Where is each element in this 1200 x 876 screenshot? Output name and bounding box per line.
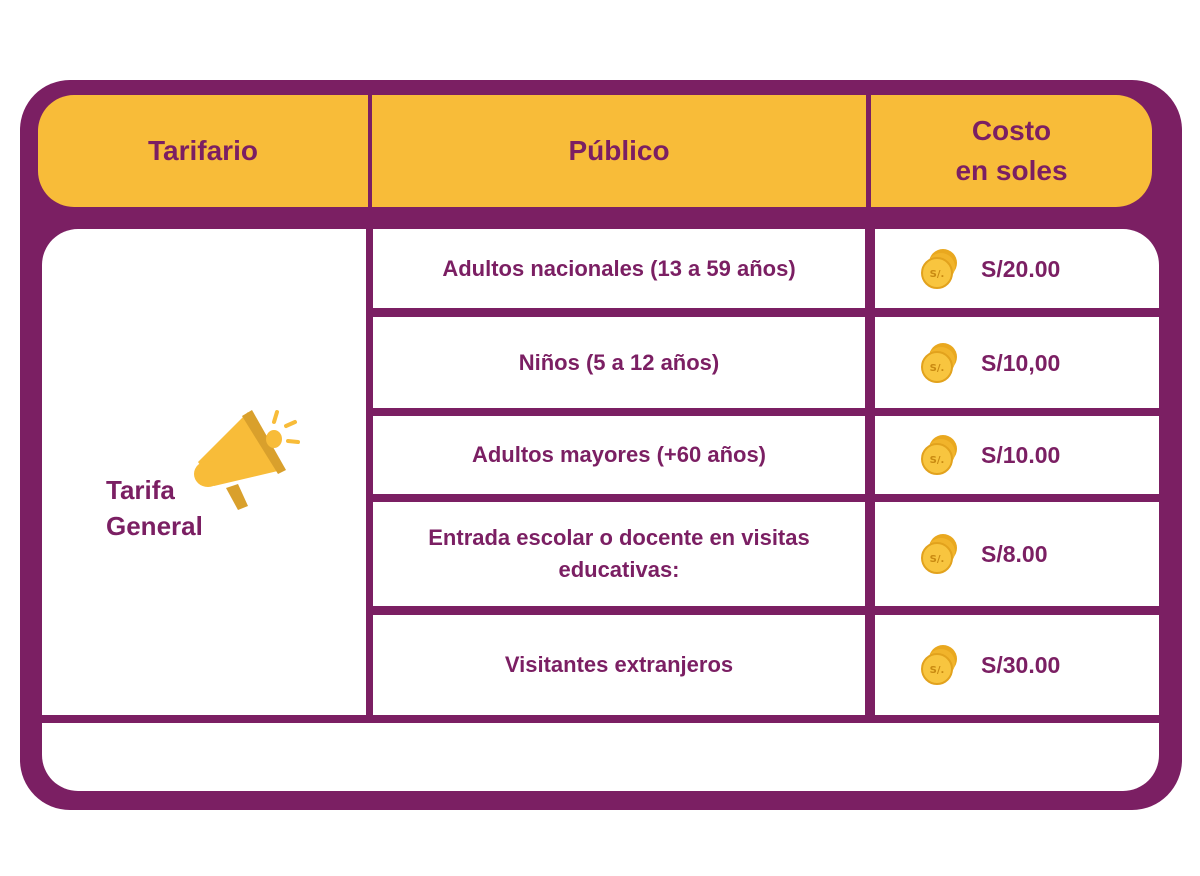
header-costo-line1: Costo — [971, 115, 1052, 146]
coin-icon: S/. — [921, 342, 957, 383]
coin-icon: S/. — [921, 645, 957, 685]
coin-label: S/. — [930, 665, 945, 676]
header-tarifario-label: Tarifario — [148, 135, 258, 166]
publico-cell-3: Adultos mayores (+60 años) — [373, 416, 865, 494]
costo-cell-1: S/. S/20.00 — [875, 229, 1159, 308]
header-publico: Público — [372, 95, 866, 207]
publico-label-4-line2: educativas: — [558, 557, 680, 582]
footer-empty-row — [42, 723, 1159, 791]
header-publico-label: Público — [568, 135, 670, 166]
header-costo-line2: en soles — [955, 155, 1068, 186]
price-5: S/30.00 — [981, 652, 1061, 678]
coin-icon: S/. — [921, 435, 957, 475]
publico-label-4-line1: Entrada escolar o docente en visitas — [428, 525, 810, 550]
publico-label-2: Niños (5 a 12 años) — [518, 349, 720, 375]
price-3: S/10.00 — [981, 442, 1061, 468]
publico-cell-1: Adultos nacionales (13 a 59 años) — [373, 229, 865, 308]
coin-label: S/. — [930, 455, 945, 466]
header-tarifario: Tarifario — [38, 95, 368, 207]
costo-cell-4: S/. S/8.00 — [875, 502, 1159, 606]
publico-cell-5: Visitantes extranjeros — [373, 615, 865, 715]
publico-label-3: Adultos mayores (+60 años) — [471, 442, 767, 467]
costo-cell-3: S/. S/10.00 — [875, 416, 1159, 494]
price-1: S/20.00 — [981, 255, 1061, 282]
megaphone-icon — [194, 410, 300, 510]
costo-cell-2: S/. S/10,00 — [875, 317, 1159, 408]
publico-cell-2: Niños (5 a 12 años) — [373, 317, 865, 408]
tarifa-general-label: Tarifa General — [106, 472, 306, 544]
price-4: S/8.00 — [981, 541, 1048, 567]
coin-label: S/. — [930, 554, 945, 565]
coin-icon: S/. — [921, 248, 957, 289]
publico-label-5: Visitantes extranjeros — [504, 652, 734, 677]
header-costo: Costo en soles — [871, 95, 1152, 207]
publico-cell-4: Entrada escolar o docente en visitas edu… — [373, 502, 865, 606]
publico-label-1: Adultos nacionales (13 a 59 años) — [442, 255, 796, 281]
coin-label: S/. — [930, 363, 945, 374]
tarifa-label-line2: General — [106, 511, 203, 541]
price-2: S/10,00 — [981, 349, 1061, 376]
tarifa-label-line1: Tarifa — [106, 475, 175, 505]
coin-icon: S/. — [921, 534, 957, 574]
costo-cell-5: S/. S/30.00 — [875, 615, 1159, 715]
coin-label: S/. — [930, 269, 945, 280]
